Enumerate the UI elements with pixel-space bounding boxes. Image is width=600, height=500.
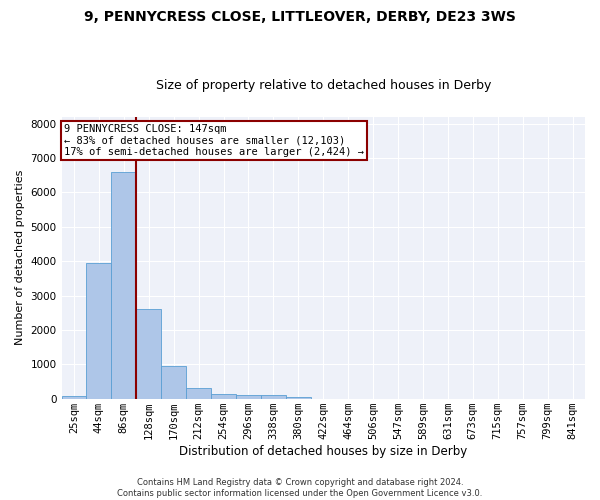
Bar [236, 395, 261, 398]
Bar [136, 308, 161, 398]
X-axis label: Distribution of detached houses by size in Derby: Distribution of detached houses by size … [179, 444, 467, 458]
Bar [211, 394, 236, 398]
Title: Size of property relative to detached houses in Derby: Size of property relative to detached ho… [155, 79, 491, 92]
Bar [286, 396, 311, 398]
Text: 9 PENNYCRESS CLOSE: 147sqm
← 83% of detached houses are smaller (12,103)
17% of : 9 PENNYCRESS CLOSE: 147sqm ← 83% of deta… [64, 124, 364, 157]
Bar [161, 366, 186, 398]
Bar [86, 263, 112, 398]
Bar [186, 388, 211, 398]
Text: Contains HM Land Registry data © Crown copyright and database right 2024.
Contai: Contains HM Land Registry data © Crown c… [118, 478, 482, 498]
Bar [261, 395, 286, 398]
Bar [112, 172, 136, 398]
Y-axis label: Number of detached properties: Number of detached properties [15, 170, 25, 346]
Text: 9, PENNYCRESS CLOSE, LITTLEOVER, DERBY, DE23 3WS: 9, PENNYCRESS CLOSE, LITTLEOVER, DERBY, … [84, 10, 516, 24]
Bar [62, 396, 86, 398]
